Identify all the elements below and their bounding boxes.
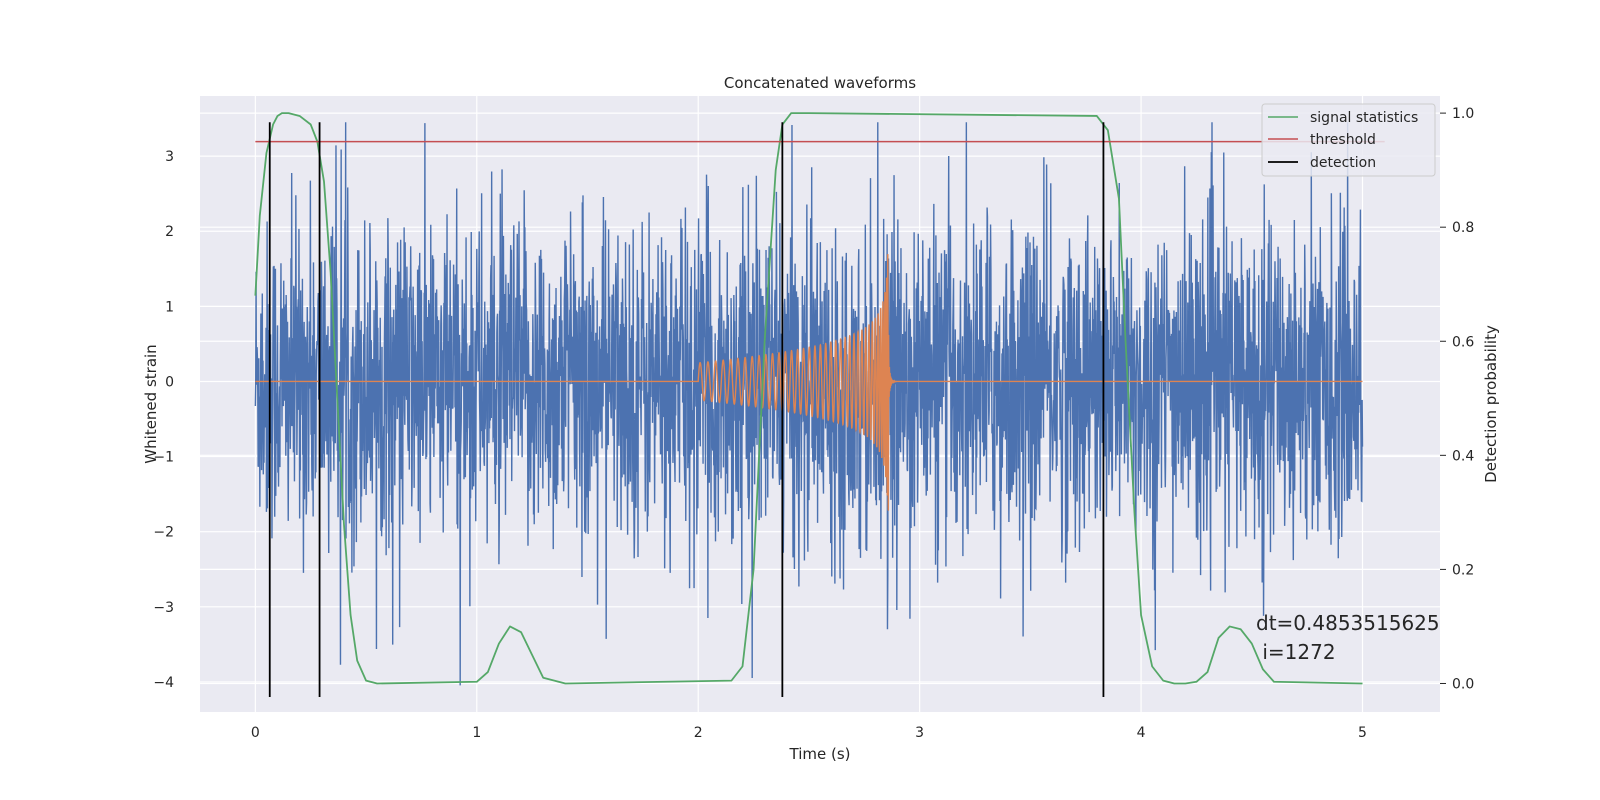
x-axis-label: Time (s) xyxy=(789,745,851,763)
legend: signal statistics threshold detection xyxy=(1261,103,1436,177)
legend-label-threshold: threshold xyxy=(1310,132,1376,148)
y-axis-label: Whitened strain xyxy=(142,344,160,463)
y2-tick-label: 0.4 xyxy=(1452,448,1474,464)
legend-label-signal-statistics: signal statistics xyxy=(1310,110,1418,126)
x-tick-label: 1 xyxy=(472,725,481,741)
y-tick-label: 2 xyxy=(165,224,174,240)
x-tick-label: 5 xyxy=(1358,725,1367,741)
y2-tick-label: 0.0 xyxy=(1452,676,1474,692)
legend-box xyxy=(1261,103,1436,177)
y-tick-label: −1 xyxy=(153,450,174,466)
chirp-series-line xyxy=(255,254,1363,511)
plot-area xyxy=(254,112,1385,697)
y2-tick-label: 0.8 xyxy=(1452,220,1474,236)
noise-series-line xyxy=(254,122,1364,686)
y-tick-label: −2 xyxy=(153,525,174,541)
legend-label-detection: detection xyxy=(1310,155,1376,171)
annotation-index: i=1272 xyxy=(1256,640,1336,664)
y-tick-label: 3 xyxy=(165,149,174,165)
y-tick-label: 0 xyxy=(165,374,174,390)
y2-tick-label: 0.2 xyxy=(1452,562,1474,578)
x-tick-label: 0 xyxy=(251,725,260,741)
y2-tick-label: 0.6 xyxy=(1452,334,1474,350)
y-tick-label: −4 xyxy=(153,675,174,691)
x-tick-label: 4 xyxy=(1137,725,1146,741)
x-tick-label: 2 xyxy=(694,725,703,741)
axis-ticks: 0 1 2 3 4 5 −4 −3 −2 −1 0 1 2 3 0.0 0.2 0.4 0.6 0.8 1.0 xyxy=(153,106,1474,741)
signal-statistics-line xyxy=(254,112,1363,685)
y2-axis-label: Detection probability xyxy=(1482,325,1500,483)
chart-title: Concatenated waveforms xyxy=(724,74,916,92)
annotation-dt: dt=0.4853515625 xyxy=(1256,611,1440,635)
y-tick-label: −3 xyxy=(153,600,174,616)
y2-tick-label: 1.0 xyxy=(1452,106,1474,122)
x-tick-label: 3 xyxy=(915,725,924,741)
y-tick-label: 1 xyxy=(165,299,174,315)
